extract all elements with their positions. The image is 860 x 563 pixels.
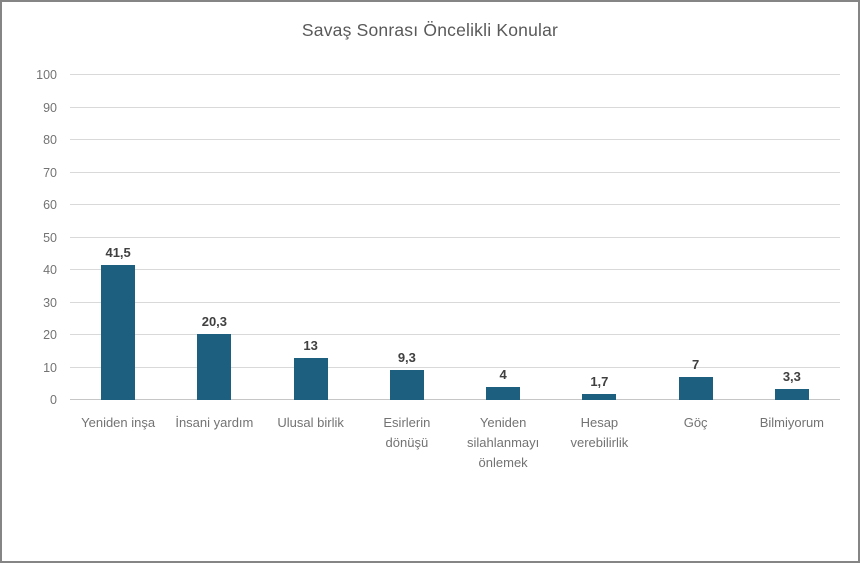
bars-row: 41,5 20,3 13 9,3 4 1,7 7 3,3 (70, 75, 840, 400)
bar-cell: 3,3 (744, 75, 840, 400)
y-tick-label: 70 (43, 165, 57, 180)
bar-value-label: 13 (303, 337, 318, 353)
y-tick-label: 10 (43, 360, 57, 375)
x-axis-line (70, 399, 840, 400)
x-axis-label: Bilmiyorum (759, 415, 825, 430)
bar-value-label: 3,3 (782, 369, 801, 385)
bar-cell: 13 (263, 75, 359, 400)
bar-cell: 41,5 (70, 75, 166, 400)
bar-value-label: 4 (499, 367, 507, 382)
chart-title: Savaş Sonrası Öncelikli Konular (301, 20, 559, 40)
y-tick-label: 100 (36, 68, 57, 82)
bar-cell: 20,3 (166, 75, 262, 400)
bar-value-label: 20,3 (201, 314, 228, 330)
bar-value-label: 7 (692, 357, 700, 373)
x-axis-labels: Yeniden inşa İnsani yardım Ulusal birlik Es… (70, 413, 840, 473)
y-tick-label: 30 (43, 295, 57, 310)
gridline (70, 139, 840, 140)
bar-cell: 7 (648, 75, 744, 400)
x-axis-label: Ulusal birlik (277, 415, 344, 430)
bar (197, 334, 232, 400)
bar (774, 389, 809, 400)
y-tick-label: 50 (43, 230, 57, 245)
gridline (70, 269, 840, 270)
bar-value-label: 1,7 (590, 374, 609, 390)
bar (389, 369, 424, 400)
x-axis-label: Hesap verebilirlik (570, 415, 629, 450)
bar-cell: 4 (455, 75, 551, 400)
y-tick-label: 0 (50, 393, 57, 407)
y-tick-label: 90 (43, 100, 57, 115)
plot-area: 0 10 20 30 40 50 60 70 80 90 100 41,5 20,3 13 9,3 4 1,7… (36, 68, 840, 407)
gridline (70, 171, 840, 173)
gridline (70, 366, 840, 368)
bar (678, 377, 713, 400)
x-axis-label: Yeniden inşa (81, 415, 156, 430)
bar-value-label: 9,3 (397, 349, 416, 365)
x-axis-label: Göç (683, 415, 708, 430)
x-axis-label: İnsani yardım (175, 415, 254, 430)
bar-value-label: 41,5 (105, 245, 131, 261)
gridline (70, 74, 840, 75)
bar (293, 357, 328, 400)
gridline (70, 301, 840, 303)
gridline (70, 236, 840, 238)
bar (582, 394, 617, 400)
gridline (70, 106, 840, 108)
bar (486, 387, 521, 400)
gridline (70, 204, 840, 205)
y-tick-label: 40 (43, 263, 57, 277)
y-tick-label: 20 (43, 328, 57, 342)
y-tick-label: 80 (43, 133, 57, 147)
bar-cell: 1,7 (551, 75, 647, 400)
y-tick-label: 60 (43, 198, 57, 212)
bar-cell: 9,3 (359, 75, 455, 400)
bar (101, 265, 136, 400)
x-axis-label: Esirlerin dönüşü (383, 415, 431, 450)
gridline (70, 334, 840, 335)
x-axis-label: Yeniden silahlanmayı önlemek (466, 415, 540, 470)
